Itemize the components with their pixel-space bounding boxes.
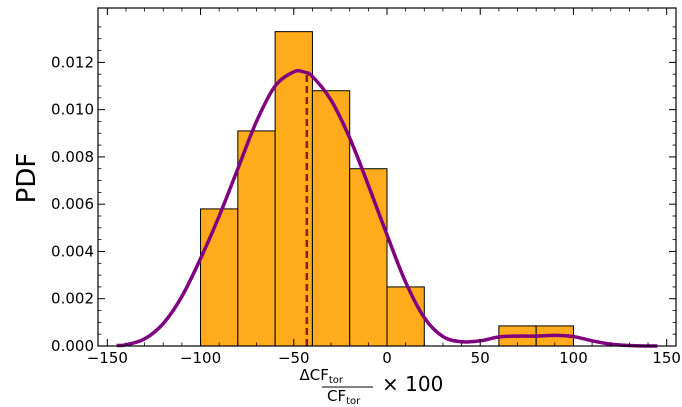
- y-tick-label: 0.002: [51, 290, 94, 308]
- y-tick-label: 0.008: [51, 148, 94, 166]
- x-tick-label: 100: [559, 349, 588, 367]
- x-tick-label: −50: [278, 349, 310, 367]
- axis-labels: PDF ΔCFtor CFtor × 100: [12, 153, 443, 407]
- x-tick-label: 50: [471, 349, 490, 367]
- histogram-bar: [200, 208, 239, 347]
- histogram-bars: [200, 31, 574, 347]
- y-axis-label: PDF: [12, 153, 42, 204]
- x-label-denominator: CFtor: [327, 387, 361, 407]
- kde-curve: [116, 68, 658, 348]
- histogram-bar: [311, 90, 351, 347]
- x-tick-label: −100: [180, 349, 221, 367]
- y-tick-label: 0.004: [51, 242, 94, 260]
- histogram-bar: [237, 130, 276, 347]
- y-tick-label: 0.006: [51, 195, 94, 213]
- x-tick-label: −150: [87, 349, 128, 367]
- y-tick-label: 0.010: [51, 101, 94, 119]
- x-tick-label: 150: [652, 349, 681, 367]
- kde-curve-group: [116, 68, 658, 348]
- x-label-suffix: × 100: [382, 372, 443, 396]
- x-axis-label: ΔCFtor CFtor × 100: [299, 366, 443, 407]
- y-tick-label: 0.000: [51, 337, 94, 355]
- axes: −150 −100 −50 0 50 100 150 0.000 0.002 0.004 0.006…: [51, 7, 681, 367]
- histogram-bar: [349, 168, 388, 347]
- x-label-numerator: ΔCFtor: [299, 366, 343, 386]
- y-tick-label: 0.012: [51, 53, 94, 71]
- histogram-bar: [386, 286, 425, 347]
- x-tick-label: 0: [382, 349, 392, 367]
